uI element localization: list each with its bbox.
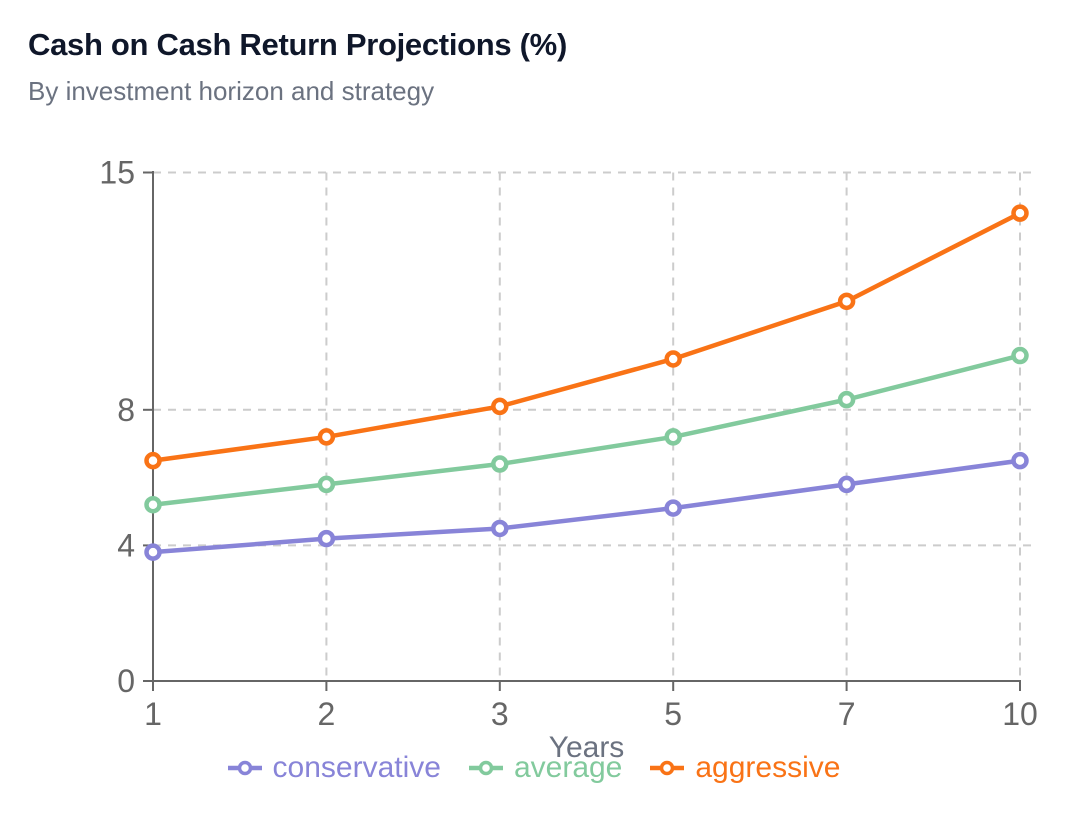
legend-item-average: average <box>467 751 622 785</box>
legend-marker-icon <box>227 760 262 776</box>
legend-label: conservative <box>272 751 441 784</box>
x-tick-label: 2 <box>318 696 336 732</box>
series-line <box>150 210 1023 463</box>
x-axis-title: Years <box>549 731 625 764</box>
y-axis-tick-labels: 0 4 8 15 <box>99 155 135 700</box>
series-line <box>150 353 1023 507</box>
y-tick-label: 15 <box>99 155 135 191</box>
y-tick-label: 0 <box>117 663 135 699</box>
legend-item-conservative: conservative <box>226 751 441 785</box>
y-tick-label: 8 <box>117 392 135 428</box>
x-tick-label: 7 <box>838 696 856 732</box>
legend-label: aggressive <box>695 751 841 784</box>
x-tick-label: 5 <box>664 696 682 732</box>
data-point-conservative-5 <box>664 499 682 517</box>
series-aggressive <box>144 204 1029 470</box>
data-point-conservative-7 <box>837 475 856 494</box>
data-point-average-7 <box>837 390 856 409</box>
chart-title: Cash on Cash Return Projections (%) <box>28 27 567 62</box>
data-point-conservative-1 <box>144 543 162 561</box>
data-point-aggressive-1 <box>144 451 162 470</box>
axes <box>143 171 1021 691</box>
x-tick-label: 10 <box>1002 696 1038 732</box>
chart-subtitle: By investment horizon and strategy <box>28 76 435 106</box>
data-point-conservative-2 <box>317 529 336 548</box>
series-conservative <box>144 451 1029 561</box>
legend-item-aggressive: aggressive <box>648 751 840 785</box>
series-average <box>144 346 1029 514</box>
legend-marker-icon <box>468 760 503 776</box>
data-point-aggressive-2 <box>317 428 336 446</box>
data-point-aggressive-7 <box>837 292 856 311</box>
series-line <box>150 458 1023 555</box>
data-point-average-5 <box>664 428 682 446</box>
x-axis-tick-labels: 1 2 3 5 7 10 <box>144 696 1038 732</box>
x-tick-label: 1 <box>144 696 162 732</box>
data-point-aggressive-10 <box>1011 204 1029 222</box>
x-tick-label: 3 <box>491 696 509 732</box>
legend-label: average <box>513 751 623 784</box>
data-point-average-3 <box>491 455 509 473</box>
chart-legend: conservative average aggressive <box>0 751 1066 785</box>
data-point-aggressive-3 <box>491 397 509 416</box>
data-point-aggressive-5 <box>664 350 682 368</box>
legend-marker-icon <box>650 760 685 776</box>
data-point-conservative-10 <box>1011 451 1029 470</box>
data-point-average-10 <box>1011 346 1029 365</box>
data-point-average-2 <box>317 475 336 494</box>
data-point-conservative-3 <box>491 519 509 538</box>
gridlines <box>153 171 1032 681</box>
data-point-average-1 <box>144 495 162 514</box>
y-tick-label: 4 <box>117 527 135 563</box>
